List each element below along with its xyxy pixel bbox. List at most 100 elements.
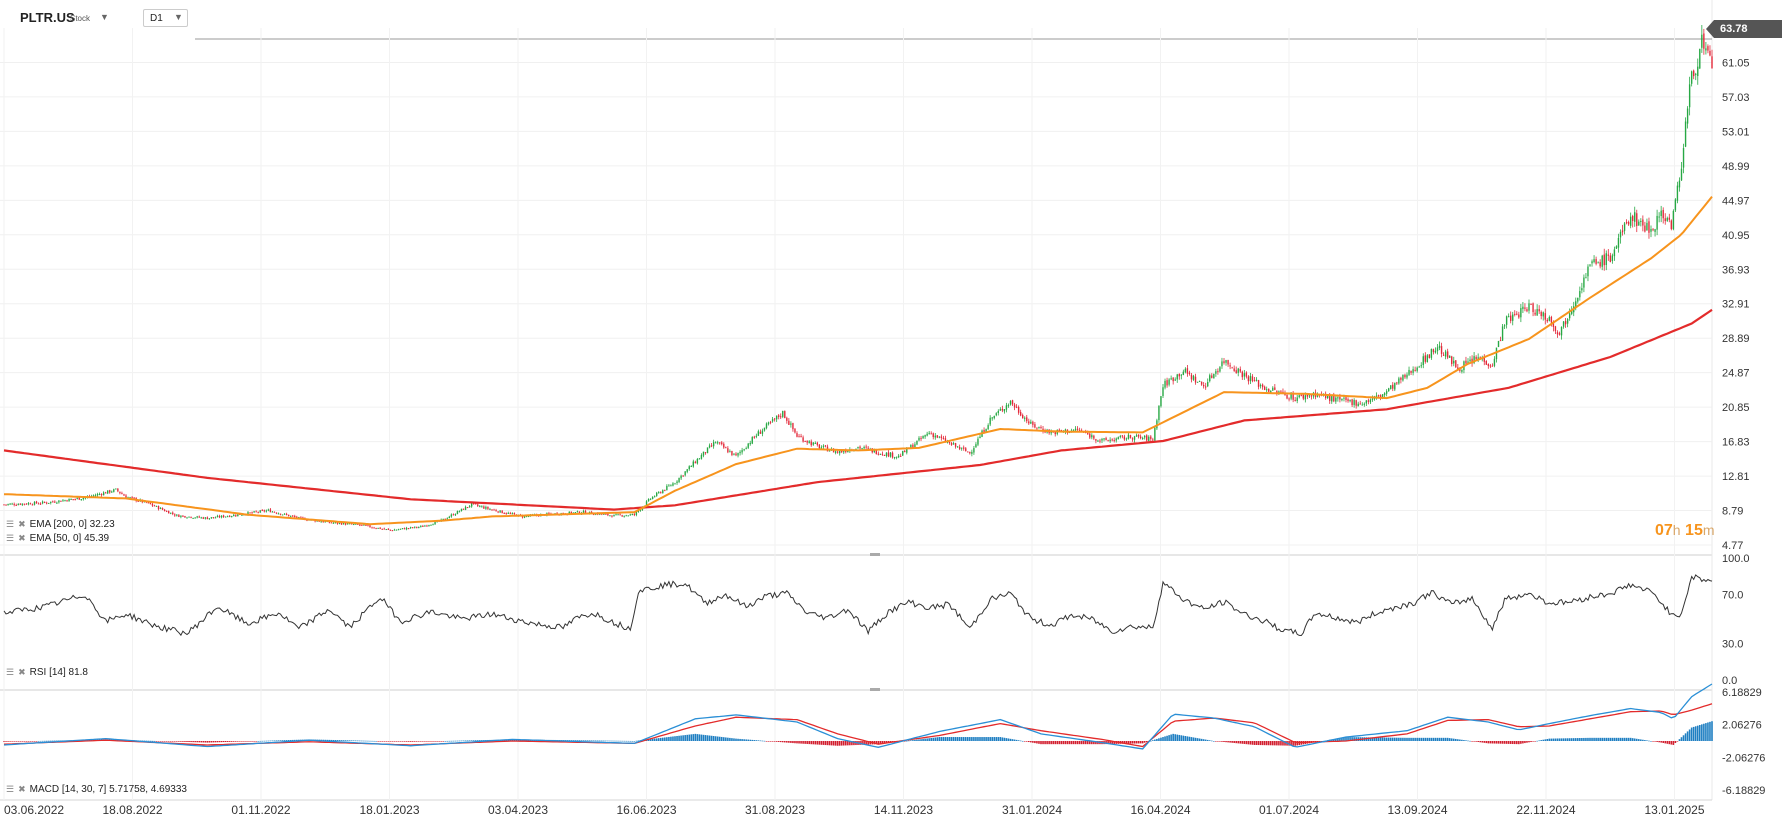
macd-histogram-bar	[151, 740, 154, 742]
candle-body	[365, 524, 367, 526]
macd-histogram-bar	[678, 735, 680, 741]
close-icon[interactable]: ✖	[18, 533, 26, 543]
macd-histogram-bar	[230, 741, 233, 742]
macd-histogram-bar	[1048, 741, 1050, 745]
candle-body	[493, 509, 495, 511]
menu-icon[interactable]: ☰	[6, 533, 15, 543]
candle-body	[186, 517, 188, 519]
symbol-name[interactable]: PLTR.US	[20, 10, 75, 25]
candle-body	[361, 524, 363, 526]
macd-histogram-bar	[1123, 741, 1126, 744]
candle-body	[1292, 393, 1294, 400]
candle-body	[761, 430, 764, 434]
macd-histogram-bar	[824, 741, 827, 746]
macd-histogram-bar	[1548, 738, 1551, 741]
macd-histogram-bar	[967, 737, 969, 741]
candlesticks	[3, 24, 1713, 532]
close-icon[interactable]: ✖	[18, 519, 26, 529]
macd-histogram-bar	[885, 741, 888, 744]
menu-icon[interactable]: ☰	[6, 667, 15, 677]
macd-histogram-bar	[387, 741, 390, 742]
candle-body	[863, 446, 865, 449]
macd-histogram-bar	[1225, 741, 1227, 743]
macd-histogram-bar	[580, 740, 583, 741]
macd-histogram-bar	[688, 734, 691, 741]
candle-body	[727, 448, 729, 453]
candle-body	[822, 445, 825, 447]
macd-histogram-bar	[1044, 741, 1046, 745]
macd-histogram-bar	[1457, 739, 1459, 741]
candle-body	[1379, 395, 1382, 398]
candle-body	[174, 514, 176, 516]
candle-body	[1656, 215, 1658, 230]
candle-body	[828, 450, 831, 452]
close-icon[interactable]: ✖	[18, 784, 26, 794]
candle-body	[1168, 379, 1170, 385]
date-tick-label: 13.09.2024	[1387, 803, 1447, 817]
candle-body	[904, 450, 906, 453]
macd-histogram-bar	[995, 737, 998, 741]
macd-histogram-bar	[1019, 740, 1022, 742]
macd-histogram-bar	[1481, 741, 1484, 743]
macd-histogram-bar	[1398, 737, 1400, 741]
legend-ema50[interactable]: ☰ ✖ EMA [50, 0] 45.39	[6, 533, 109, 544]
macd-histogram-bar	[1635, 738, 1638, 741]
candle-body	[446, 518, 448, 520]
legend-ema200[interactable]: ☰ ✖ EMA [200, 0] 32.23	[6, 519, 115, 530]
macd-histogram-bar	[1432, 737, 1435, 741]
macd-histogram-bar	[293, 739, 296, 741]
candle-body	[275, 512, 278, 514]
macd-histogram-bar	[903, 741, 906, 742]
macd-histogram-bar	[383, 741, 386, 742]
candle-body	[582, 510, 585, 513]
menu-icon[interactable]: ☰	[6, 519, 15, 529]
price-tick-label: 24.87	[1722, 368, 1750, 380]
candle-body	[1127, 434, 1130, 439]
candle-body	[737, 452, 739, 456]
rsi-tick-label: 100.0	[1722, 553, 1750, 565]
macd-histogram-bar	[609, 740, 611, 742]
macd-histogram-bar	[761, 740, 764, 742]
candle-body	[1129, 435, 1132, 438]
timeframe-select[interactable]: D1 ▼	[143, 9, 188, 27]
macd-histogram-bar	[202, 741, 205, 743]
macd-histogram-bar	[792, 741, 794, 744]
candle-body	[1144, 435, 1146, 438]
candle-body	[1544, 313, 1546, 320]
close-icon[interactable]: ✖	[18, 667, 26, 677]
candle-body	[1367, 400, 1370, 402]
macd-histogram-bar	[1440, 737, 1443, 741]
candle-body	[1060, 429, 1063, 432]
macd-histogram-bar	[908, 740, 910, 742]
candle-body	[72, 499, 74, 501]
candle-body	[965, 448, 967, 452]
candle-body	[80, 499, 82, 501]
legend-macd[interactable]: ☰ ✖ MACD [14, 30, 7] 5.71758, 4.69333	[6, 784, 187, 795]
macd-histogram-bar	[1670, 741, 1673, 745]
macd-histogram-bar	[1082, 741, 1085, 745]
macd-histogram-bar	[1690, 727, 1693, 741]
chevron-down-icon[interactable]: ▼	[100, 12, 109, 22]
macd-histogram-bar	[962, 737, 965, 741]
macd-histogram-bar	[1046, 741, 1048, 745]
macd-histogram-bar	[664, 737, 666, 741]
candle-body	[989, 417, 991, 425]
macd-histogram-bar	[1701, 724, 1703, 741]
candle-body	[74, 499, 76, 501]
menu-icon[interactable]: ☰	[6, 784, 15, 794]
macd-histogram-bar	[1282, 741, 1284, 746]
legend-rsi[interactable]: ☰ ✖ RSI [14] 81.8	[6, 667, 88, 678]
macd-histogram-bar	[476, 740, 479, 741]
candle-body	[1198, 380, 1201, 382]
candle-body	[771, 419, 774, 422]
macd-histogram-bar	[796, 741, 798, 744]
candle-body	[1507, 316, 1510, 318]
macd-histogram-bar	[1135, 741, 1138, 744]
candle-body	[751, 437, 753, 444]
macd-histogram-bar	[1070, 741, 1073, 745]
candle-body	[507, 512, 509, 514]
candle-body	[1259, 385, 1262, 387]
candle-body	[1038, 426, 1040, 428]
